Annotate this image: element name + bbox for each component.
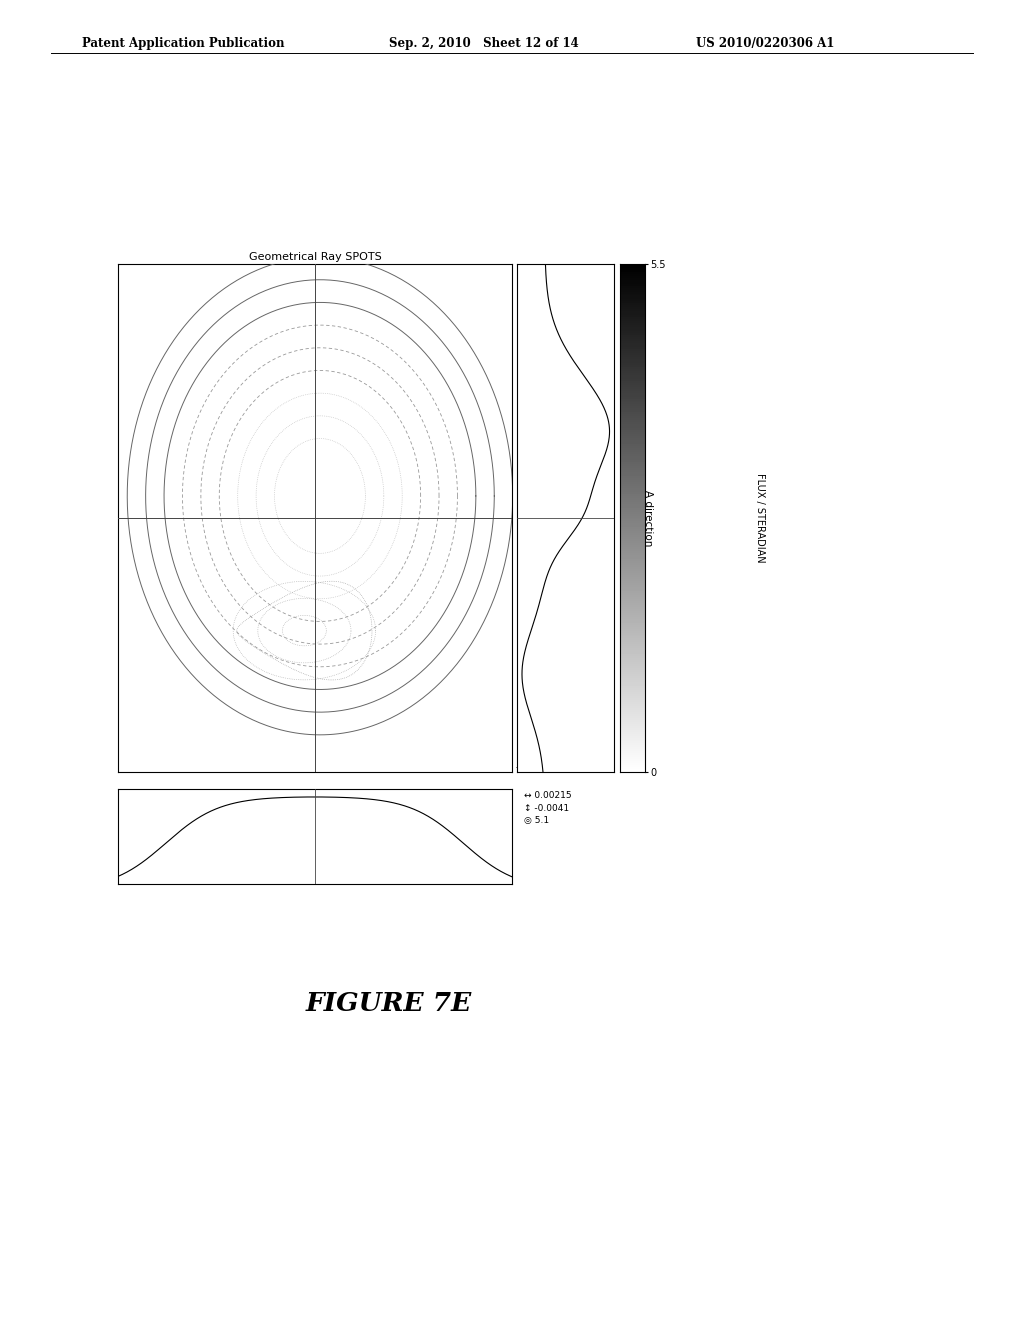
Text: FIGURE 7E: FIGURE 7E	[306, 991, 472, 1015]
Text: US 2010/0220306 A1: US 2010/0220306 A1	[696, 37, 835, 50]
Text: Sep. 2, 2010   Sheet 12 of 14: Sep. 2, 2010 Sheet 12 of 14	[389, 37, 579, 50]
Text: A direction: A direction	[643, 490, 653, 546]
Text: 0.292: 0.292	[516, 264, 544, 275]
Text: FLUX / STERADIAN: FLUX / STERADIAN	[756, 474, 765, 562]
Text: Patent Application Publication: Patent Application Publication	[82, 37, 285, 50]
Title: Geometrical Ray SPOTS: Geometrical Ray SPOTS	[249, 252, 381, 261]
Text: -0.293: -0.293	[516, 762, 547, 772]
Text: ↔ 0.00215
↕ -0.0041
◎ 5.1: ↔ 0.00215 ↕ -0.0041 ◎ 5.1	[524, 791, 571, 825]
